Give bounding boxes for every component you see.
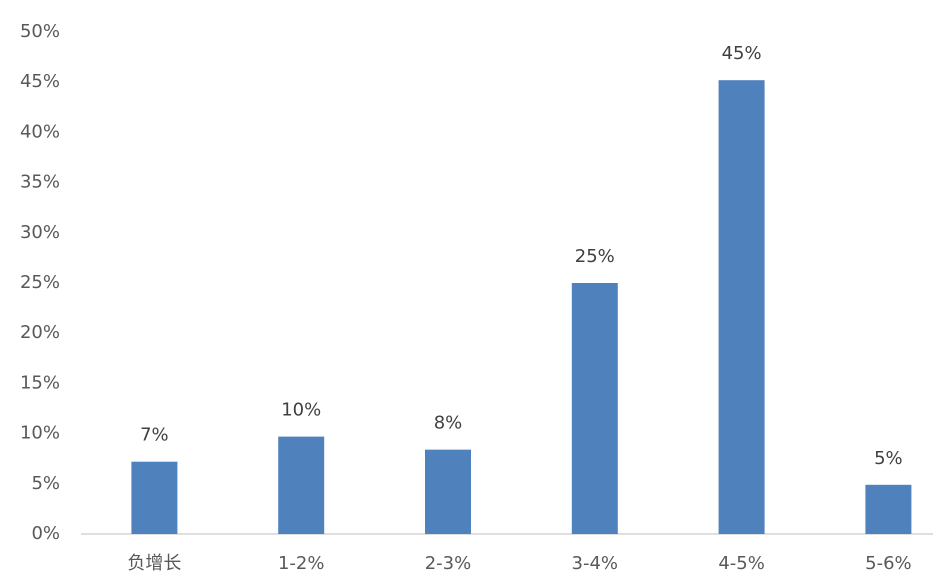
bar [278, 436, 325, 534]
y-tick-label: 15% [20, 372, 60, 393]
y-tick-label: 25% [20, 272, 60, 293]
bar [865, 484, 912, 534]
y-tick-label: 20% [20, 322, 60, 343]
y-tick-label: 35% [20, 172, 60, 193]
y-tick-label: 45% [20, 71, 60, 92]
x-tick-label: 2-3% [425, 553, 472, 574]
y-tick-label: 30% [20, 222, 60, 243]
x-tick-label: 4-5% [718, 553, 765, 574]
value-label: 25% [575, 246, 615, 267]
y-tick-label: 5% [31, 473, 60, 494]
value-label: 45% [722, 43, 762, 64]
x-tick-label: 3-4% [572, 553, 619, 574]
y-tick-label: 40% [20, 121, 60, 142]
x-tick-label: 负增长 [127, 553, 181, 574]
value-label: 10% [281, 400, 321, 421]
bar [425, 449, 471, 534]
x-tick-label: 1-2% [278, 553, 325, 574]
y-tick-label: 0% [31, 523, 60, 544]
value-label: 7% [140, 425, 169, 446]
x-tick-label: 5-6% [865, 553, 912, 574]
y-tick-label: 10% [20, 423, 60, 444]
bar [718, 80, 765, 534]
value-label: 8% [434, 413, 463, 434]
y-tick-label: 50% [20, 21, 60, 42]
bar [131, 461, 178, 534]
bar [571, 283, 618, 534]
value-label: 5% [874, 448, 903, 469]
